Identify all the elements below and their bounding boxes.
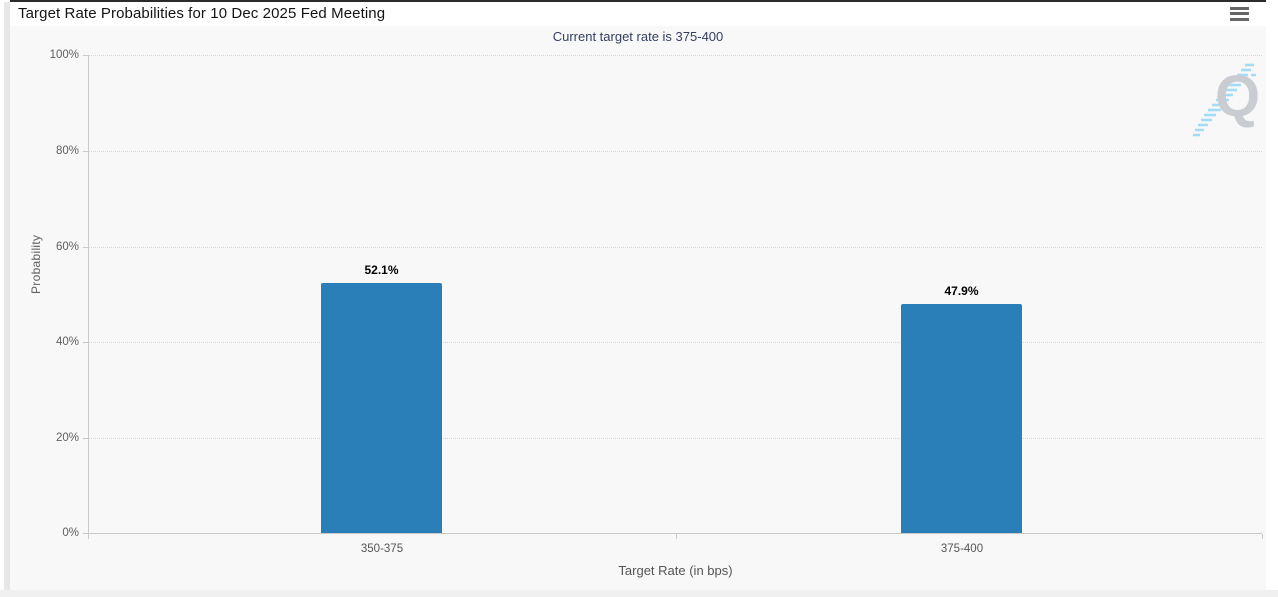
y-axis-label: 0% xyxy=(62,527,79,539)
y-axis-label: 20% xyxy=(55,432,79,444)
x-axis-tick xyxy=(1262,534,1263,539)
x-axis-title: Target Rate (in bps) xyxy=(618,563,733,578)
hamburger-icon xyxy=(1229,12,1249,16)
bar-value-label: 47.9% xyxy=(944,284,979,298)
gridline-20 xyxy=(89,438,1262,439)
hamburger-icon xyxy=(1229,17,1249,21)
y-axis-tick xyxy=(83,342,88,343)
gridline-100 xyxy=(89,55,1262,56)
x-axis-category-label: 350-375 xyxy=(360,543,404,555)
gridline-40 xyxy=(89,342,1262,343)
gridline-80 xyxy=(89,151,1262,152)
left-gutter xyxy=(4,2,10,592)
plot-area: 100% 80% 60% 40% 20% 0% Probability 52.1… xyxy=(29,49,1263,578)
bar-value-label: 52.1% xyxy=(364,263,399,277)
probability-chart-panel: Target Rate Probabilities for 10 Dec 202… xyxy=(10,0,1266,590)
x-axis-tick xyxy=(88,534,89,539)
x-axis-tick xyxy=(676,534,677,539)
gridline-60 xyxy=(89,247,1262,248)
x-axis-category-label: 375-400 xyxy=(940,543,984,555)
chart-area: Current target rate is 375-400 xyxy=(10,26,1266,592)
y-axis-tick xyxy=(83,438,88,439)
chart-titlebar: Target Rate Probabilities for 10 Dec 202… xyxy=(10,2,1266,26)
y-axis-label: 100% xyxy=(49,49,79,61)
y-axis-label: 80% xyxy=(55,145,79,157)
y-axis-tick xyxy=(83,151,88,152)
bottom-gutter xyxy=(0,590,1278,597)
y-axis-label: 40% xyxy=(55,336,79,348)
bar-350-375[interactable] xyxy=(321,283,442,533)
y-axis-label: 60% xyxy=(55,241,79,253)
bar-375-400[interactable] xyxy=(901,304,1022,533)
chart-subtitle: Current target rate is 375-400 xyxy=(552,29,724,44)
chart-context-menu-button[interactable] xyxy=(1227,6,1251,24)
y-axis-tick xyxy=(83,247,88,248)
y-axis-tick xyxy=(83,533,88,534)
page-title: Target Rate Probabilities for 10 Dec 202… xyxy=(18,5,386,22)
y-axis-tick xyxy=(83,55,88,56)
hamburger-icon xyxy=(1229,6,1249,10)
